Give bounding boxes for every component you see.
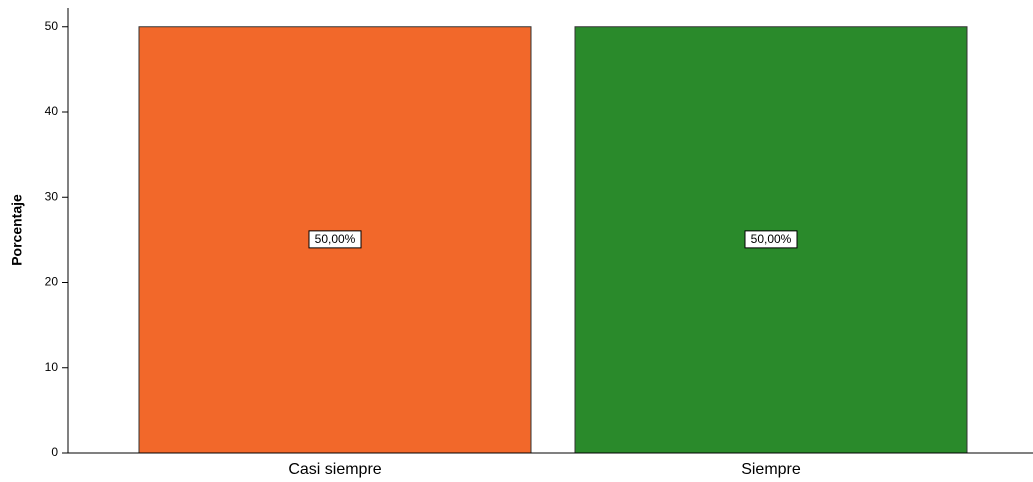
x-tick-label: Siempre xyxy=(741,461,801,478)
y-tick-label: 0 xyxy=(51,445,58,459)
y-tick-label: 40 xyxy=(45,104,59,118)
y-tick-label: 20 xyxy=(45,275,59,289)
value-label: 50,00% xyxy=(751,232,792,246)
value-label: 50,00% xyxy=(315,232,356,246)
x-tick-label: Casi siempre xyxy=(288,461,381,478)
value-label-box xyxy=(308,230,362,249)
y-tick-label: 10 xyxy=(45,360,59,374)
value-label-box xyxy=(744,230,798,249)
y-tick-label: 50 xyxy=(45,19,59,33)
y-axis-label: Porcentaje xyxy=(9,194,25,266)
y-tick-label: 30 xyxy=(45,189,59,203)
